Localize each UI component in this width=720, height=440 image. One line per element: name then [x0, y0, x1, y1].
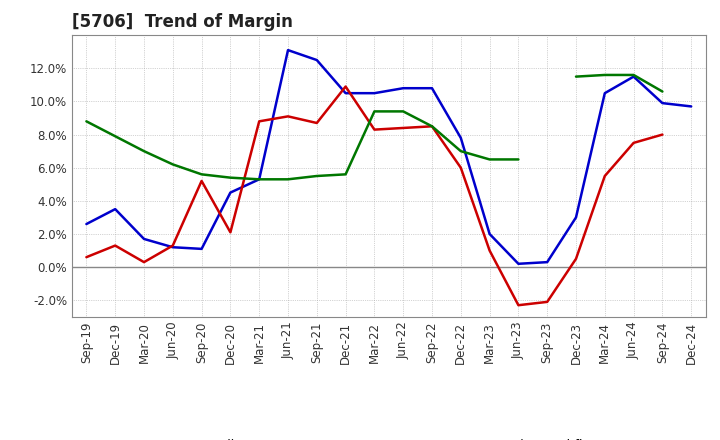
Net Income — [572, 256, 580, 261]
Operating Cashflow — [428, 124, 436, 129]
Net Income — [514, 303, 523, 308]
Ordinary Income — [600, 91, 609, 96]
Operating Cashflow — [456, 149, 465, 154]
Ordinary Income — [572, 215, 580, 220]
Operating Cashflow — [255, 177, 264, 182]
Operating Cashflow — [226, 175, 235, 180]
Net Income — [168, 243, 177, 248]
Ordinary Income — [658, 100, 667, 106]
Ordinary Income — [543, 260, 552, 265]
Operating Cashflow — [572, 74, 580, 79]
Net Income — [284, 114, 292, 119]
Net Income — [600, 173, 609, 179]
Operating Cashflow — [111, 134, 120, 139]
Net Income — [226, 230, 235, 235]
Operating Cashflow — [370, 109, 379, 114]
Ordinary Income — [312, 57, 321, 62]
Operating Cashflow — [600, 72, 609, 77]
Net Income — [629, 140, 638, 146]
Ordinary Income — [428, 85, 436, 91]
Text: [5706]  Trend of Margin: [5706] Trend of Margin — [72, 13, 293, 31]
Ordinary Income — [255, 177, 264, 182]
Operating Cashflow — [514, 157, 523, 162]
Ordinary Income — [82, 221, 91, 227]
Net Income — [82, 254, 91, 260]
Net Income — [456, 165, 465, 170]
Net Income — [312, 121, 321, 126]
Ordinary Income — [485, 231, 494, 237]
Net Income — [197, 178, 206, 183]
Ordinary Income — [111, 206, 120, 212]
Net Income — [485, 248, 494, 253]
Operating Cashflow — [82, 119, 91, 124]
Operating Cashflow — [485, 157, 494, 162]
Operating Cashflow — [658, 89, 667, 94]
Ordinary Income — [629, 74, 638, 79]
Ordinary Income — [514, 261, 523, 267]
Ordinary Income — [168, 245, 177, 250]
Operating Cashflow — [629, 72, 638, 77]
Net Income — [370, 127, 379, 132]
Ordinary Income — [197, 246, 206, 252]
Ordinary Income — [226, 190, 235, 195]
Legend: Ordinary Income, Net Income, Operating Cashflow: Ordinary Income, Net Income, Operating C… — [172, 434, 606, 440]
Net Income — [428, 124, 436, 129]
Ordinary Income — [399, 85, 408, 91]
Net Income — [255, 119, 264, 124]
Operating Cashflow — [197, 172, 206, 177]
Line: Net Income: Net Income — [86, 87, 662, 305]
Operating Cashflow — [284, 177, 292, 182]
Ordinary Income — [284, 48, 292, 53]
Line: Ordinary Income: Ordinary Income — [86, 50, 691, 264]
Ordinary Income — [456, 135, 465, 140]
Ordinary Income — [370, 91, 379, 96]
Ordinary Income — [687, 104, 696, 109]
Line: Operating Cashflow: Operating Cashflow — [86, 75, 662, 180]
Operating Cashflow — [312, 173, 321, 179]
Net Income — [399, 125, 408, 131]
Ordinary Income — [341, 91, 350, 96]
Operating Cashflow — [399, 109, 408, 114]
Ordinary Income — [140, 236, 148, 242]
Net Income — [658, 132, 667, 137]
Net Income — [341, 84, 350, 89]
Net Income — [543, 299, 552, 304]
Net Income — [140, 260, 148, 265]
Operating Cashflow — [341, 172, 350, 177]
Operating Cashflow — [140, 149, 148, 154]
Net Income — [111, 243, 120, 248]
Operating Cashflow — [168, 162, 177, 167]
